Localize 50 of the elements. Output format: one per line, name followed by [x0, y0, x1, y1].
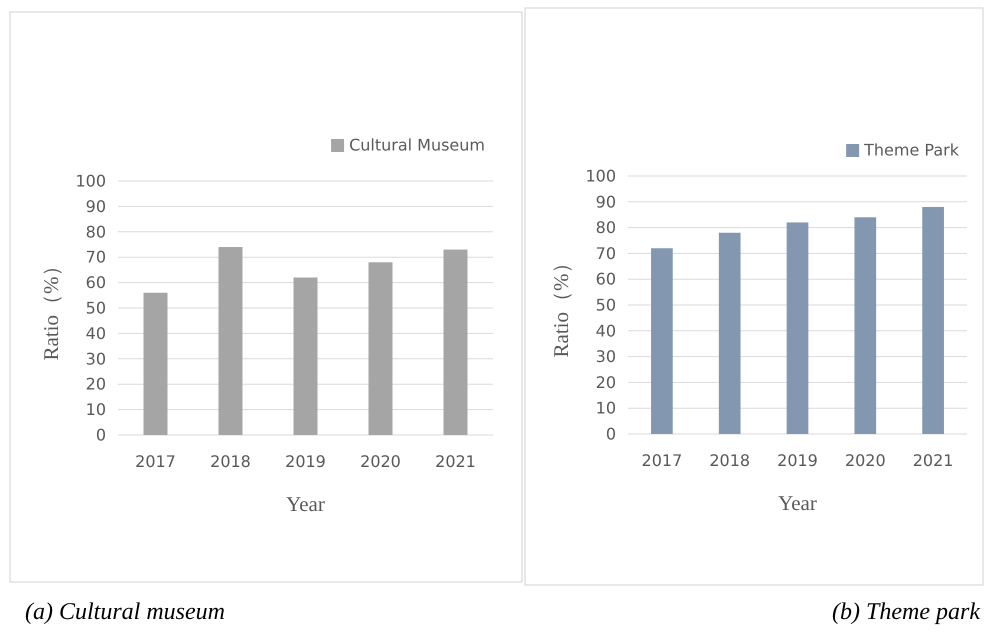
y-tick-label: 100 [75, 172, 106, 190]
x-tick-label: 2018 [709, 451, 750, 470]
legend-label: Cultural Museum [349, 136, 485, 154]
y-tick-label: 60 [86, 273, 106, 292]
text: (a) Cultural museum [25, 599, 225, 625]
y-tick-label: 70 [86, 248, 106, 267]
x-tick-label: 2019 [285, 452, 326, 471]
y-tick-label: 20 [596, 372, 616, 392]
y-tick-label: 30 [86, 349, 106, 368]
x-axis-title: Year [286, 492, 325, 516]
y-tick-label: 100 [585, 166, 616, 186]
y-tick-label: 50 [86, 298, 106, 318]
x-axis-title: Year [778, 491, 817, 515]
bar [718, 232, 741, 434]
bar [786, 222, 808, 434]
x-tick-label: 2019 [777, 451, 818, 470]
y-tick-label: 90 [86, 196, 106, 216]
y-tick-label: 40 [86, 324, 106, 343]
x-tick-label: 2020 [844, 451, 886, 470]
y-tick-label: 90 [596, 192, 616, 212]
bar [444, 250, 468, 435]
text: (b) Theme park [832, 599, 980, 625]
y-axis-title: Ratio（%） [549, 252, 573, 358]
x-tick-label: 2018 [210, 452, 251, 471]
y-tick-label: 20 [86, 374, 106, 394]
x-tick-label: 2020 [360, 452, 401, 471]
bar [854, 217, 876, 434]
bar [368, 262, 392, 435]
y-axis-title: Ratio（%） [39, 256, 63, 360]
y-tick-label: 0 [606, 424, 616, 444]
y-tick-label: 40 [596, 321, 616, 340]
legend-label: Theme Park [863, 140, 960, 160]
x-tick-label: 2021 [435, 452, 476, 471]
y-tick-label: 50 [596, 296, 616, 314]
y-tick-label: 30 [596, 347, 616, 366]
bar [651, 248, 673, 434]
x-tick-label: 2017 [642, 451, 682, 470]
y-tick-label: 70 [596, 244, 616, 263]
y-tick-label: 60 [596, 270, 616, 289]
bar [922, 206, 944, 434]
bar [294, 278, 318, 435]
x-tick-label: 2021 [912, 451, 954, 470]
bar [144, 292, 168, 435]
x-tick-label: 2017 [135, 452, 176, 471]
bar [218, 247, 242, 435]
y-tick-label: 80 [596, 218, 616, 238]
y-tick-label: 0 [96, 426, 106, 444]
y-tick-label: 10 [596, 398, 616, 418]
y-tick-label: 10 [86, 400, 106, 420]
y-tick-label: 80 [86, 222, 106, 242]
